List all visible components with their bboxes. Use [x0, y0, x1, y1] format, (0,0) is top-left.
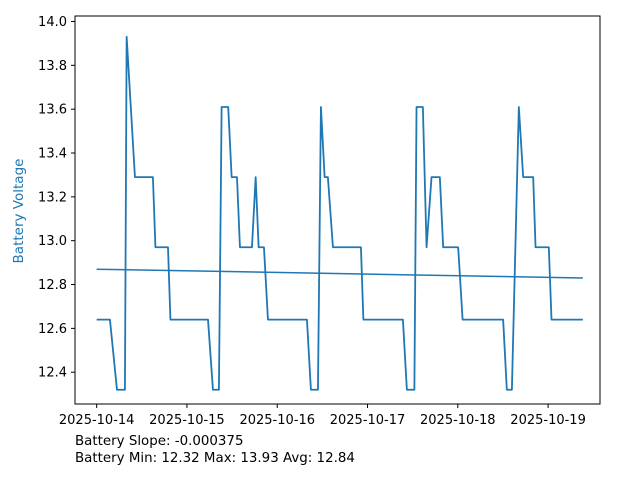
y-tick-label: 13.6: [38, 103, 67, 118]
annotation-slope: Battery Slope: -0.000375: [75, 434, 244, 449]
y-tick-label: 12.8: [38, 278, 67, 293]
x-axis: 2025-10-14 2025-10-15 2025-10-16 2025-10-17…: [59, 404, 586, 428]
x-tick-label: 2025-10-19: [510, 413, 586, 428]
x-tick-label: 2025-10-15: [149, 413, 225, 428]
y-tick-label: 12.6: [38, 322, 67, 337]
y-tick-label: 13.2: [38, 190, 67, 205]
x-tick-label: 2025-10-16: [239, 413, 315, 428]
y-axis: 12.4 12.6 12.8 13.0 13.2 13.4 13.6 13.8 14.0: [38, 15, 75, 381]
x-tick-label: 2025-10-18: [420, 413, 496, 428]
plot-frame: [74, 15, 601, 405]
y-axis-label: Battery Voltage: [11, 158, 27, 264]
y-tick-label: 14.0: [38, 15, 67, 30]
y-tick-label: 12.4: [38, 366, 67, 381]
annotation-min-max-avg: Battery Min: 12.32 Max: 13.93 Avg: 12.84: [75, 451, 355, 466]
x-tick-label: 2025-10-17: [330, 413, 406, 428]
y-tick-label: 13.4: [38, 147, 67, 162]
y-tick-label: 13.0: [38, 234, 67, 249]
y-tick-label: 13.8: [38, 59, 67, 74]
x-tick-label: 2025-10-14: [59, 413, 135, 428]
trend-line: [96, 268, 583, 279]
battery-voltage-line: [96, 35, 583, 391]
